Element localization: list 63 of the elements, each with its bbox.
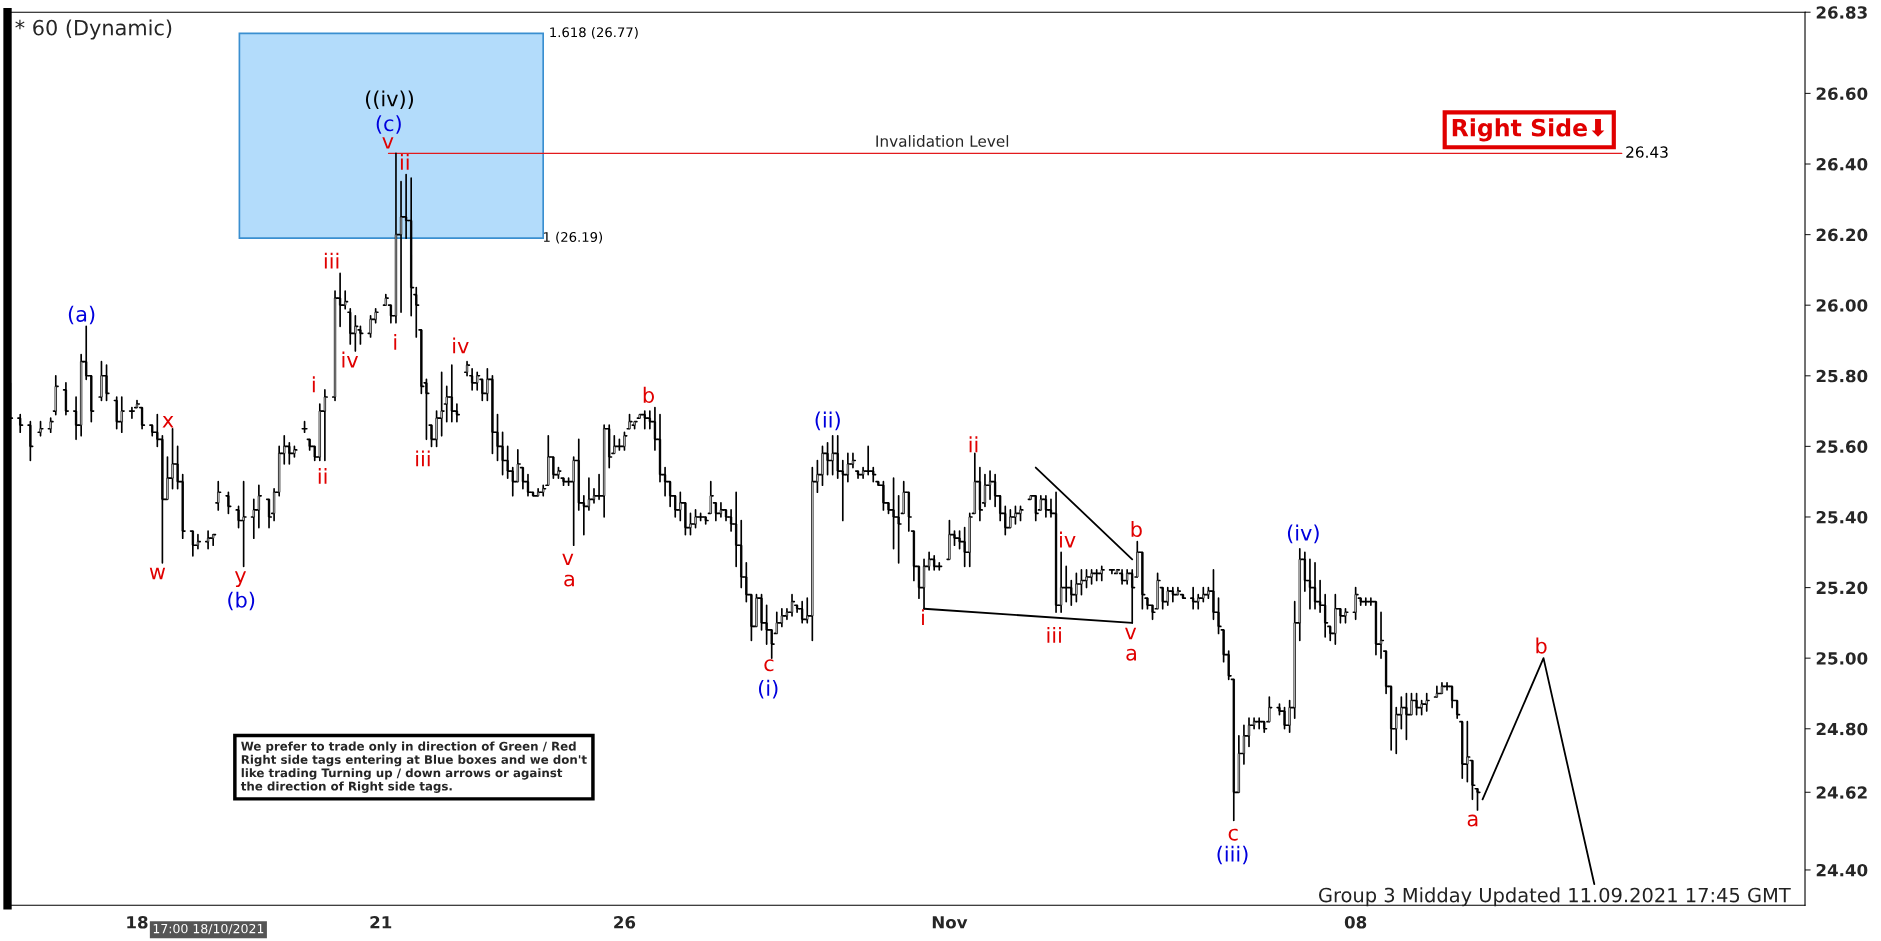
annotation: b xyxy=(1131,520,1142,538)
x-tick-label: 26 xyxy=(614,915,636,929)
annotation: a xyxy=(1126,648,1136,661)
annotation: iv xyxy=(453,337,469,354)
annotation: ii xyxy=(400,153,409,170)
annotation: y xyxy=(234,571,247,588)
annotation: c xyxy=(764,659,774,672)
y-tick-label: 25.80 xyxy=(1816,369,1868,383)
annotation: (c) xyxy=(376,115,401,134)
y-tick-label: 25.00 xyxy=(1816,652,1868,665)
annotation: c xyxy=(1228,828,1238,841)
x-tick-label: 08 xyxy=(1344,915,1367,929)
annotation: i xyxy=(922,609,924,626)
annotation: iii xyxy=(324,252,339,269)
annotation: ii xyxy=(969,436,978,453)
annotation: (i) xyxy=(758,679,778,699)
y-tick-label: 26.00 xyxy=(1816,299,1868,312)
annotation: i xyxy=(312,376,315,393)
y-tick-label: 26.83 xyxy=(1816,6,1867,19)
y-tick-label: 25.40 xyxy=(1816,510,1868,524)
annotation: We prefer to trade only in direction of Green / Red Right side tags entering at Blue boxes and we don't like trading Turning up / down arrows or against the direction of Right side tags. xyxy=(240,741,587,793)
annotation: a xyxy=(564,574,574,587)
y-tick-label: 26.60 xyxy=(1816,87,1868,100)
annotation: w xyxy=(149,567,166,580)
y-tick-label: 25.60 xyxy=(1816,440,1868,453)
candlestick xyxy=(140,406,144,430)
annotation: 1.618 (26.77) xyxy=(550,27,638,39)
y-tick-label: 26.20 xyxy=(1816,228,1868,242)
annotation: Group 3 Midday Updated 11.09.2021 17:45 GMT xyxy=(1319,887,1791,907)
annotation: ((iv)) xyxy=(365,90,414,109)
annotation: v xyxy=(1125,627,1137,640)
annotation: b xyxy=(643,386,654,403)
x-tick-label: 18 xyxy=(127,915,148,929)
annotation: (iv) xyxy=(1287,524,1319,544)
annotation: ii xyxy=(318,468,327,484)
y-tick-label: 26.40 xyxy=(1816,157,1868,171)
annotation: iii xyxy=(416,450,430,467)
y-tick-label: 24.80 xyxy=(1816,722,1868,736)
y-tick-label: 24.62 xyxy=(1816,786,1867,799)
annotation: a xyxy=(1467,814,1478,827)
annotation: v xyxy=(382,137,394,149)
x-tick-label: Nov xyxy=(932,916,968,929)
annotation: b xyxy=(1536,637,1547,654)
annotation: 26.43 xyxy=(1626,146,1668,158)
x-tick-label: 21 xyxy=(370,915,392,929)
text: 17:00 18/10/2021 xyxy=(153,923,264,935)
annotation: (iii) xyxy=(1217,845,1248,865)
annotation: 1 (26.19) xyxy=(543,231,603,244)
annotation: i xyxy=(394,333,397,350)
annotation: (b) xyxy=(228,591,255,611)
annotation: iii xyxy=(1047,626,1061,643)
candlestick xyxy=(64,382,68,416)
annotation: Right Side⬇ xyxy=(1452,118,1605,142)
annotation: v xyxy=(562,553,574,566)
annotation: (a) xyxy=(68,305,95,325)
chart-title: * 60 (Dynamic) xyxy=(15,19,172,40)
annotation: x xyxy=(162,416,174,428)
annotation: (ii) xyxy=(815,411,840,431)
y-tick-label: 24.40 xyxy=(1816,863,1868,877)
annotation: iv xyxy=(342,351,359,368)
ref-line-label: Invalidation Level xyxy=(876,135,1009,147)
annotation: iv xyxy=(1060,531,1076,548)
y-tick-label: 25.20 xyxy=(1816,581,1868,595)
